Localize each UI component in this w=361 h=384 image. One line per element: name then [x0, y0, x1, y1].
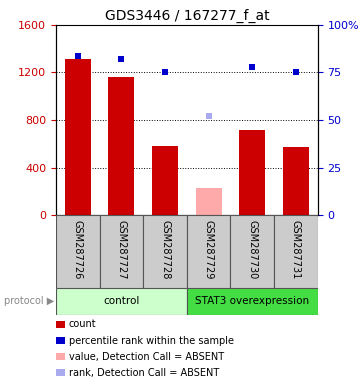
Bar [108, 77, 135, 215]
Bar [196, 188, 222, 215]
Bar [187, 215, 230, 288]
Bar [56, 215, 100, 288]
Text: control: control [103, 296, 140, 306]
Text: protocol ▶: protocol ▶ [4, 296, 54, 306]
Bar [143, 215, 187, 288]
Bar [230, 215, 274, 288]
Text: count: count [69, 319, 96, 329]
Text: rank, Detection Call = ABSENT: rank, Detection Call = ABSENT [69, 368, 219, 378]
Text: GSM287728: GSM287728 [160, 220, 170, 280]
Bar [187, 288, 318, 315]
Text: GSM287726: GSM287726 [73, 220, 83, 280]
Bar [56, 288, 187, 315]
Text: GSM287730: GSM287730 [247, 220, 257, 280]
Bar [274, 215, 318, 288]
Bar [239, 129, 265, 215]
Bar [152, 146, 178, 215]
Text: GSM287729: GSM287729 [204, 220, 214, 280]
Bar [65, 60, 91, 215]
Bar [100, 215, 143, 288]
Text: STAT3 overexpression: STAT3 overexpression [195, 296, 309, 306]
Text: percentile rank within the sample: percentile rank within the sample [69, 336, 234, 346]
Title: GDS3446 / 167277_f_at: GDS3446 / 167277_f_at [104, 8, 269, 23]
Text: value, Detection Call = ABSENT: value, Detection Call = ABSENT [69, 352, 224, 362]
Bar [283, 147, 309, 215]
Text: GSM287731: GSM287731 [291, 220, 301, 280]
Text: GSM287727: GSM287727 [116, 220, 126, 280]
